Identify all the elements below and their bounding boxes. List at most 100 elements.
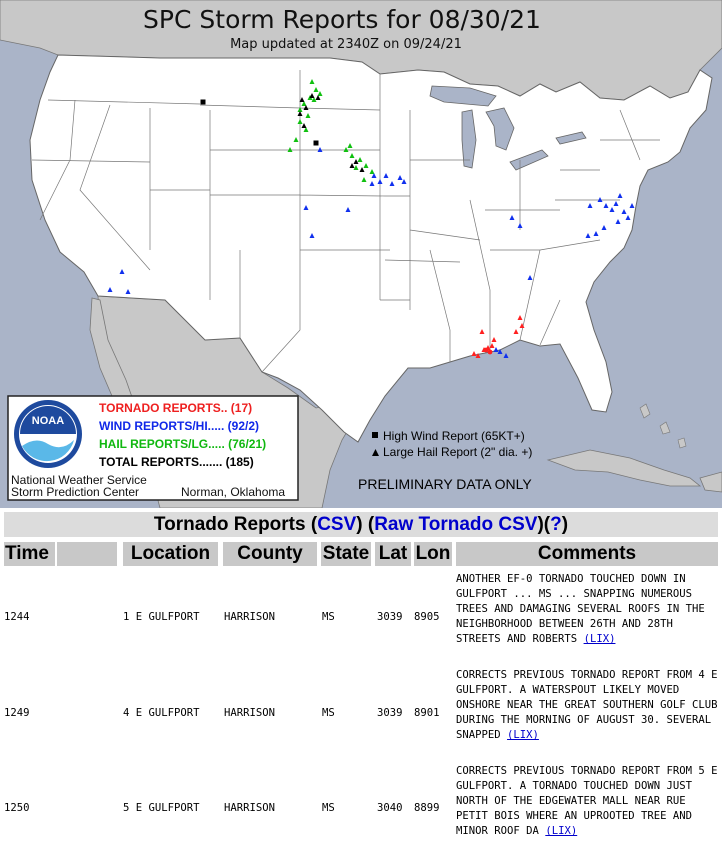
hail-report-marker bbox=[293, 137, 299, 142]
cell-state: MS bbox=[322, 611, 335, 623]
tornado-report-marker bbox=[517, 315, 523, 320]
hail-report-marker bbox=[357, 157, 363, 162]
wind-report-marker bbox=[601, 225, 607, 230]
agency-name: National Weather Service bbox=[11, 473, 147, 487]
hail-report-marker bbox=[311, 97, 317, 102]
wind-report-marker bbox=[125, 289, 131, 294]
cell-comment: ANOTHER EF-0 TORNADO TOUCHED DOWN IN GUL… bbox=[456, 572, 720, 647]
cell-comment: CORRECTS PREVIOUS TORNADO REPORT FROM 4 … bbox=[456, 668, 720, 743]
state-boundaries bbox=[31, 70, 660, 373]
wind-report-marker bbox=[401, 179, 407, 184]
wind-report-marker bbox=[625, 215, 631, 220]
wind-report-marker bbox=[377, 179, 383, 184]
cell-lat: 3040 bbox=[377, 802, 403, 814]
large-hail-marker bbox=[299, 97, 305, 102]
hail-report-marker bbox=[361, 177, 367, 182]
high-wind-marker bbox=[200, 99, 206, 105]
high-wind-square-icon bbox=[372, 432, 378, 438]
preliminary-notice: PRELIMINARY DATA ONLY bbox=[358, 476, 532, 492]
header-lon: Lon bbox=[414, 542, 452, 566]
large-hail-marker bbox=[297, 111, 303, 116]
tornado-report-marker bbox=[471, 351, 477, 356]
table-header: Time Location County State Lat Lon Comme… bbox=[0, 542, 722, 570]
wind-report-marker bbox=[615, 219, 621, 224]
cell-location: 5 E GULFPORT bbox=[123, 802, 200, 814]
tornado-reports-heading: Tornado Reports (CSV) (Raw Tornado CSV)(… bbox=[4, 512, 718, 537]
office-link[interactable]: (LIX) bbox=[583, 633, 616, 645]
office-link[interactable]: (LIX) bbox=[545, 825, 578, 837]
comment-text: ANOTHER EF-0 TORNADO TOUCHED DOWN IN GUL… bbox=[456, 573, 705, 645]
wind-report-marker bbox=[593, 231, 599, 236]
storm-reports-map: SPC Storm Reports for 08/30/21 Map updat… bbox=[0, 0, 722, 508]
tornado-report-marker bbox=[491, 337, 497, 342]
tornado-report-marker bbox=[475, 353, 481, 358]
wind-report-marker bbox=[119, 269, 125, 274]
wind-report-marker bbox=[603, 203, 609, 208]
wind-report-marker bbox=[389, 181, 395, 186]
cell-location: 4 E GULFPORT bbox=[123, 707, 200, 719]
large-hail-marker bbox=[303, 105, 309, 110]
cell-state: MS bbox=[322, 802, 335, 814]
table-row: 1250 5 E GULFPORT HARRISON MS 3040 8899 … bbox=[0, 762, 722, 852]
tornado-report-marker bbox=[489, 343, 495, 348]
hail-report-marker bbox=[287, 147, 293, 152]
cell-county: HARRISON bbox=[224, 802, 276, 814]
help-link[interactable]: ? bbox=[550, 514, 562, 535]
lake-superior bbox=[429, 85, 497, 107]
legend-hail: HAIL REPORTS/LG..... (76/21) bbox=[99, 437, 266, 451]
raw-tornado-csv-link[interactable]: Raw Tornado CSV bbox=[374, 514, 538, 535]
hail-report-marker bbox=[305, 113, 311, 118]
header-state: State bbox=[321, 542, 371, 566]
header-comments: Comments bbox=[456, 542, 718, 566]
cell-time: 1250 bbox=[4, 802, 30, 814]
hail-report-marker bbox=[343, 147, 349, 152]
tornado-report-marker bbox=[519, 323, 525, 328]
hail-report-marker bbox=[297, 107, 303, 112]
header-county: County bbox=[223, 542, 317, 566]
lake-huron bbox=[485, 107, 515, 151]
wind-report-marker bbox=[609, 207, 615, 212]
tornado-report-marker bbox=[483, 347, 489, 353]
large-hail-marker bbox=[359, 167, 365, 172]
map-updated-text: Map updated at 2340Z on 09/24/21 bbox=[230, 37, 462, 52]
noaa-logo: NOAA bbox=[14, 400, 82, 468]
wind-report-marker bbox=[587, 203, 593, 208]
large-hail-marker bbox=[315, 95, 321, 100]
comment-text: CORRECTS PREVIOUS TORNADO REPORT FROM 5 … bbox=[456, 765, 718, 837]
tornado-report-marker bbox=[487, 349, 493, 355]
hail-report-marker bbox=[363, 163, 369, 168]
wind-report-marker bbox=[371, 173, 377, 178]
noaa-logo-text: NOAA bbox=[32, 415, 64, 427]
wind-report-marker bbox=[317, 147, 323, 152]
large-hail-marker bbox=[349, 163, 355, 168]
legend-tornado: TORNADO REPORTS.. (17) bbox=[99, 401, 252, 415]
cell-time: 1249 bbox=[4, 707, 30, 719]
hail-report-marker bbox=[309, 79, 315, 84]
large-hail-marker bbox=[353, 159, 359, 164]
high-wind-marker bbox=[313, 140, 319, 146]
cell-state: MS bbox=[322, 707, 335, 719]
report-markers bbox=[107, 79, 635, 358]
cell-comment: CORRECTS PREVIOUS TORNADO REPORT FROM 5 … bbox=[456, 764, 720, 839]
hail-report-marker bbox=[313, 87, 319, 92]
wind-report-marker bbox=[493, 347, 499, 352]
heading-prefix: Tornado Reports ( bbox=[153, 514, 318, 535]
wind-report-marker bbox=[617, 193, 623, 198]
map-title: SPC Storm Reports for 08/30/21 bbox=[143, 5, 541, 34]
wind-report-marker bbox=[503, 353, 509, 358]
header-blank bbox=[57, 542, 117, 566]
header-time: Time bbox=[4, 542, 55, 566]
office-link[interactable]: (LIX) bbox=[507, 729, 539, 741]
header-lat: Lat bbox=[375, 542, 411, 566]
large-hail-marker bbox=[309, 93, 315, 98]
large-hail-triangle-icon bbox=[372, 449, 379, 456]
cell-location: 1 E GULFPORT bbox=[123, 611, 200, 623]
csv-link[interactable]: CSV bbox=[317, 514, 357, 535]
legend-total: TOTAL REPORTS....... (185) bbox=[99, 455, 254, 469]
hail-report-marker bbox=[369, 169, 375, 174]
wind-report-marker bbox=[369, 181, 375, 186]
cell-lon: 8901 bbox=[414, 707, 440, 719]
heading-sep: ) ( bbox=[356, 514, 375, 535]
wind-report-marker bbox=[397, 175, 403, 180]
lake-michigan bbox=[461, 109, 477, 169]
